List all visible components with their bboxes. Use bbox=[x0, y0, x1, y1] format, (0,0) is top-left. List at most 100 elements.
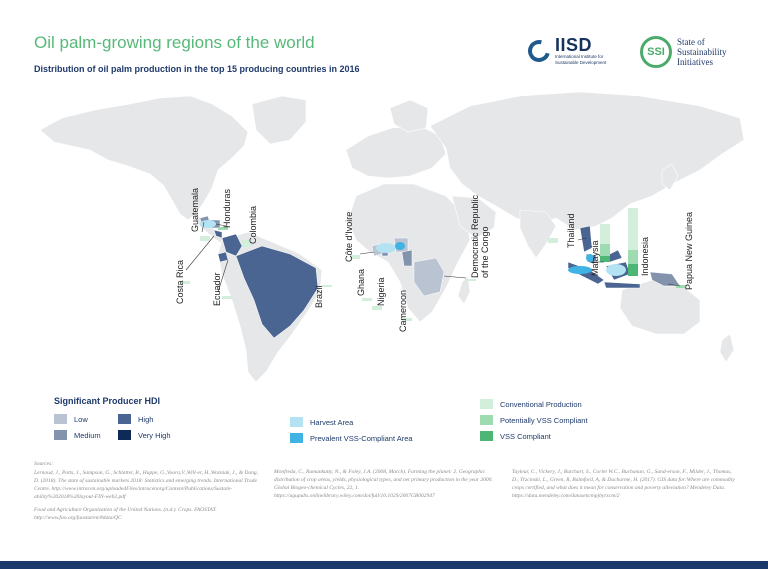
sources-heading: Sources: bbox=[34, 461, 54, 467]
legend-label-vss-area: Prevalent VSS-Compliant Area bbox=[310, 433, 413, 443]
country-ecuador bbox=[217, 251, 229, 263]
leader-png bbox=[667, 283, 681, 287]
legend-swatch-vss-compliant bbox=[480, 431, 493, 441]
label-colombia: Colombia bbox=[248, 206, 258, 244]
legend-swatch-conventional bbox=[480, 399, 493, 409]
leader-lines bbox=[185, 221, 681, 293]
label-costa-rica: Costa Rica bbox=[175, 260, 185, 304]
bar-honduras bbox=[218, 227, 228, 230]
label-cote-divoire: Côte d'Ivoire bbox=[344, 212, 354, 262]
legend-item-medium: Medium bbox=[54, 430, 101, 440]
bar-malaysia-conventional bbox=[600, 224, 610, 244]
label-png: Papua New Guinea bbox=[684, 212, 694, 290]
label-ecuador: Ecuador bbox=[212, 272, 222, 306]
label-thailand: Thailand bbox=[566, 213, 576, 248]
land-layer bbox=[39, 91, 745, 383]
legend-label-high: High bbox=[138, 414, 154, 424]
iisd-tagline-1: International Institute for bbox=[555, 54, 604, 59]
legend-hdi-title: Significant Producer HDI bbox=[54, 396, 161, 406]
ssi-line-3: Initiatives bbox=[677, 57, 713, 67]
ssi-line-1: State of bbox=[677, 37, 705, 47]
harvest-area-west-africa bbox=[376, 243, 396, 253]
iisd-tagline-2: Sustainable Development bbox=[555, 59, 607, 65]
harvest-area-central-america bbox=[200, 220, 216, 228]
country-labels: Guatemala Honduras Colombia Costa Rica E… bbox=[175, 188, 694, 332]
land-arabia bbox=[451, 195, 497, 239]
land-asia bbox=[429, 91, 745, 231]
country-drc bbox=[413, 257, 445, 297]
legend-item-harvest-area: Harvest Area bbox=[290, 417, 353, 427]
bar-malaysia-vss bbox=[600, 256, 610, 262]
legend-label-low: Low bbox=[74, 414, 88, 424]
bar-cameroon bbox=[402, 318, 412, 321]
sources-column-3: Tayleur, C., Vickery, J., Butchart, S., … bbox=[512, 468, 736, 505]
iisd-logo: IISD International Institute for Sustain… bbox=[523, 35, 607, 66]
land-greenland bbox=[251, 95, 307, 145]
bar-drc bbox=[466, 279, 476, 281]
bar-indonesia-potential bbox=[628, 250, 638, 264]
country-png bbox=[649, 271, 681, 287]
bar-guatemala bbox=[200, 236, 210, 241]
label-ghana: Ghana bbox=[356, 269, 366, 296]
legend-label-vss-compliant: VSS Compliant bbox=[500, 431, 551, 441]
leader-cote-divoire bbox=[359, 251, 375, 255]
country-cameroon bbox=[401, 249, 413, 267]
legend-label-very-high: Very High bbox=[138, 430, 171, 440]
legend-label-potential-vss: Potentially VSS Compliant bbox=[500, 415, 588, 425]
country-costa-rica bbox=[213, 229, 223, 239]
legend-item-vss-area: Prevalent VSS-Compliant Area bbox=[290, 433, 413, 443]
legend-item-low: Low bbox=[54, 414, 88, 424]
production-bars bbox=[180, 208, 686, 321]
label-guatemala: Guatemala bbox=[190, 188, 200, 232]
bar-indonesia-vss bbox=[628, 264, 638, 276]
map-title: Oil palm-growing regions of the world bbox=[34, 33, 315, 52]
source-tayleur: Tayleur, C., Vickery, J., Butchart, S., … bbox=[512, 469, 735, 499]
harvest-area-peninsular-malaysia bbox=[586, 254, 594, 262]
ssi-mark-icon: SSI bbox=[640, 36, 672, 68]
leader-thailand bbox=[577, 237, 587, 241]
label-drc: Democratic Republic of the Congo bbox=[470, 192, 490, 278]
label-nigeria: Nigeria bbox=[376, 277, 386, 306]
leader-ecuador bbox=[217, 259, 229, 293]
sources-column-1: Sources: Lernoud, J., Potts, J., Sampson… bbox=[34, 460, 262, 527]
bar-png bbox=[676, 285, 686, 288]
bar-ghana bbox=[362, 298, 372, 301]
label-drc-line-1: Democratic Republic bbox=[470, 194, 480, 278]
harvest-area-sumatra bbox=[568, 266, 592, 274]
land-japan bbox=[661, 163, 679, 191]
label-honduras: Honduras bbox=[222, 188, 232, 228]
land-madagascar bbox=[457, 275, 471, 305]
bar-brazil bbox=[322, 285, 332, 287]
legend-swatch-very-high bbox=[118, 430, 131, 440]
harvest-areas bbox=[200, 220, 626, 276]
sources-column-2: Monfreda, C., Ramankutty, N., & Foley, J… bbox=[274, 468, 494, 505]
legend-item-vss-compliant: VSS Compliant bbox=[480, 431, 551, 441]
bar-indonesia-conventional bbox=[628, 208, 638, 250]
land-europe bbox=[345, 125, 447, 179]
source-fao: Food and Agriculture Organization of the… bbox=[34, 507, 217, 521]
label-cameroon: Cameroon bbox=[398, 290, 408, 332]
iisd-name: IISD bbox=[555, 35, 593, 55]
leader-drc bbox=[443, 275, 467, 279]
label-brazil: Brazil bbox=[314, 285, 324, 308]
world-map: Guatemala Honduras Colombia Costa Rica E… bbox=[39, 91, 745, 383]
harvest-area-nigeria bbox=[395, 242, 405, 250]
legend-swatch-potential-vss bbox=[480, 415, 493, 425]
bar-costa-rica bbox=[180, 281, 190, 284]
bar-colombia bbox=[242, 240, 252, 247]
bar-cote-divoire bbox=[350, 255, 360, 259]
bar-indonesia bbox=[628, 208, 638, 276]
country-colombia bbox=[221, 233, 243, 257]
country-thailand bbox=[579, 225, 593, 253]
land-north-america bbox=[39, 95, 249, 221]
legend-swatch-high bbox=[118, 414, 131, 424]
label-drc-line-2: of the Congo bbox=[480, 226, 490, 278]
bar-malaysia bbox=[600, 224, 610, 262]
legend-swatch-harvest-area bbox=[290, 417, 303, 427]
legend-swatch-medium bbox=[54, 430, 67, 440]
leader-costa-rica bbox=[185, 235, 215, 271]
legend-item-very-high: Very High bbox=[118, 430, 171, 440]
country-brazil bbox=[235, 245, 319, 339]
label-malaysia: Malaysia bbox=[590, 240, 600, 276]
legend-item-conventional: Conventional Production bbox=[480, 399, 582, 409]
